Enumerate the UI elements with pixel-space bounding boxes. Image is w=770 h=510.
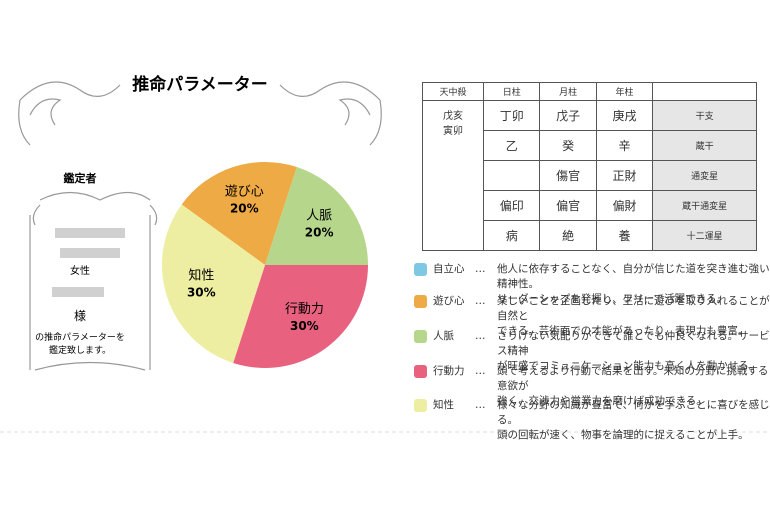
legend-line: 強く、交渉力や営業力を磨けば成功できる。 (497, 395, 707, 407)
legend-label: 知性 (433, 399, 454, 411)
legend-label: 行動力 (433, 365, 465, 377)
row-label: 蔵干 (652, 130, 757, 161)
row: 乙癸辛蔵干 (423, 130, 757, 161)
cell (482, 160, 541, 191)
legend-desc: さりげない気配りができて誰とでも仲良くなれる。サービス精神が旺盛でコミュニケーシ… (497, 329, 770, 374)
tenchusatsu: 寅卯 (443, 126, 463, 137)
cell: 絶 (539, 220, 597, 251)
cell: 乙 (482, 130, 541, 161)
legend-item: 行動力 … 頭で考えるより行動で結果を出す。未知の分野に挑戦する意欲が強く、交渉力や… (414, 364, 770, 409)
redacted (52, 228, 125, 297)
legend-desc: 頭で考えるより行動で結果を出す。未知の分野に挑戦する意欲が強く、交渉力や営業力を… (497, 364, 770, 409)
legend-line: 頭で考えるより行動で結果を出す。未知の分野に挑戦する意欲が (497, 365, 769, 392)
slice-value: 30% (187, 286, 216, 300)
legend-line: リーダーシップを発揮し、フリーで活躍できる。 (497, 293, 727, 305)
label: 鑑定者 (64, 171, 97, 185)
header-cell: 年柱 (595, 82, 654, 101)
ellipsis: … (475, 263, 486, 275)
table: 天中殺 日柱 月柱 年柱 戊亥 寅卯 丁卯 戊子 庚戌 干支乙癸辛蔵干 傷官 正財 通変星 偏印 偏官 偏財蔵… (422, 82, 757, 251)
header-row: 天中殺 日柱 月柱 年柱 (422, 82, 757, 101)
legend-line: さりげない気配りができて誰とでも仲良くなれる。サービス精神 (497, 330, 770, 357)
legend-line: 他人に依存することなく、自分が信じた道を突き進む強い精神性。 (497, 263, 770, 290)
slice-label: 知性 (188, 268, 214, 284)
slice-value: 30% (290, 319, 319, 333)
legend-desc: 様々な分野の知識が豊富で、何かを学ぶことに喜びを感じる。頭の回転が速く、物事を論… (497, 398, 770, 443)
legend-swatch (414, 399, 427, 412)
ellipsis: … (475, 399, 486, 411)
row-label: 蔵干通変星 (652, 190, 757, 221)
row-label: 通変星 (652, 160, 757, 191)
legend-label: 遊び心 (433, 295, 465, 307)
legend-line: 頭の回転が速く、物事を論理的に捉えることが上手。 (497, 429, 749, 441)
legend-label: 人脈 (433, 330, 454, 342)
legend-swatch (414, 263, 427, 276)
legend-item: 知性 … 様々な分野の知識が豊富で、何かを学ぶことに喜びを感じる。頭の回転が速く、物… (414, 398, 770, 443)
legend-swatch (414, 330, 427, 343)
cell: 偏財 (595, 190, 654, 221)
legend-line: が旺盛でコミュニケーション能力も高く人を動かせる。 (497, 360, 760, 372)
cell: 病 (482, 220, 541, 251)
slice-value: 20% (305, 226, 334, 240)
tenchusatsu-cell: 戊亥 寅卯 (422, 100, 484, 251)
legend-item: 人脈 … さりげない気配りができて誰とでも仲良くなれる。サービス精神が旺盛でコミュニ… (414, 329, 770, 374)
slice-value: 20% (230, 201, 259, 215)
pie-slice (162, 204, 265, 363)
row: 偏印 偏官 偏財 蔵干通変星 (423, 190, 757, 221)
tenchusatsu: 戊亥 (443, 111, 463, 122)
honorific: 様 (74, 309, 86, 323)
ornament (18, 81, 382, 371)
cell: 癸 (539, 130, 597, 161)
cell: 偏官 (539, 190, 597, 221)
legend-line: できる。芸術面での才能があったり、表現力も豊富。 (497, 325, 749, 337)
legend-line: 楽しいことを企画したり、生活に遊びを取り入れることが自然と (497, 295, 770, 322)
header-cell (652, 82, 757, 101)
cell: 傷官 (539, 160, 597, 191)
note: 鑑定致します。 (49, 344, 111, 356)
legend-swatch (414, 365, 427, 378)
slice-label: 行動力 (285, 302, 324, 317)
header-cell: 日柱 (482, 82, 541, 101)
row-label: 干支 (652, 100, 757, 131)
cell: 養 (595, 220, 654, 251)
legend-line: 様々な分野の知識が豊富で、何かを学ぶことに喜びを感じる。 (497, 399, 770, 426)
note: の推命パラメーターを (35, 331, 125, 343)
ellipsis: … (475, 330, 486, 342)
legend-item: 自立心 … 他人に依存することなく、自分が信じた道を突き進む強い精神性。リーダーシッ… (414, 262, 770, 307)
header-cell: 月柱 (539, 82, 597, 101)
title: 推命パラメーター (132, 74, 268, 95)
gender: 女性 (70, 264, 90, 277)
cell: 庚戌 (595, 100, 654, 131)
row: 病絶養十二運星 (423, 220, 757, 251)
cell: 辛 (595, 130, 654, 161)
header-cell: 天中殺 (422, 82, 484, 101)
slice-label: 人脈 (306, 209, 332, 224)
legend-swatch (414, 295, 427, 308)
slice-label: 遊び心 (225, 184, 264, 199)
row: 戊亥 寅卯 丁卯 戊子 庚戌 干支 (422, 100, 757, 251)
row-label: 十二運星 (652, 220, 757, 251)
cell: 戊子 (539, 100, 597, 131)
row: 傷官 正財 通変星 (423, 160, 757, 191)
legend-desc: 楽しいことを企画したり、生活に遊びを取り入れることが自然とできる。芸術面での才能… (497, 294, 770, 339)
cell: 正財 (595, 160, 654, 191)
ellipsis: … (475, 295, 486, 307)
legend-item: 遊び心 … 楽しいことを企画したり、生活に遊びを取り入れることが自然とできる。芸術面… (414, 294, 770, 339)
pie-slice (233, 265, 368, 368)
cell: 丁卯 (482, 100, 541, 131)
pie-slice (265, 167, 368, 265)
cell: 偏印 (482, 190, 541, 221)
pie-slice (181, 162, 297, 265)
ellipsis: … (475, 365, 486, 377)
legend-desc: 他人に依存することなく、自分が信じた道を突き進む強い精神性。リーダーシップを発揮… (497, 262, 770, 307)
pie: 遊び心 20% 人脈 20% 行動力 30% 知性 30% (162, 162, 368, 368)
legend-label: 自立心 (433, 263, 465, 275)
